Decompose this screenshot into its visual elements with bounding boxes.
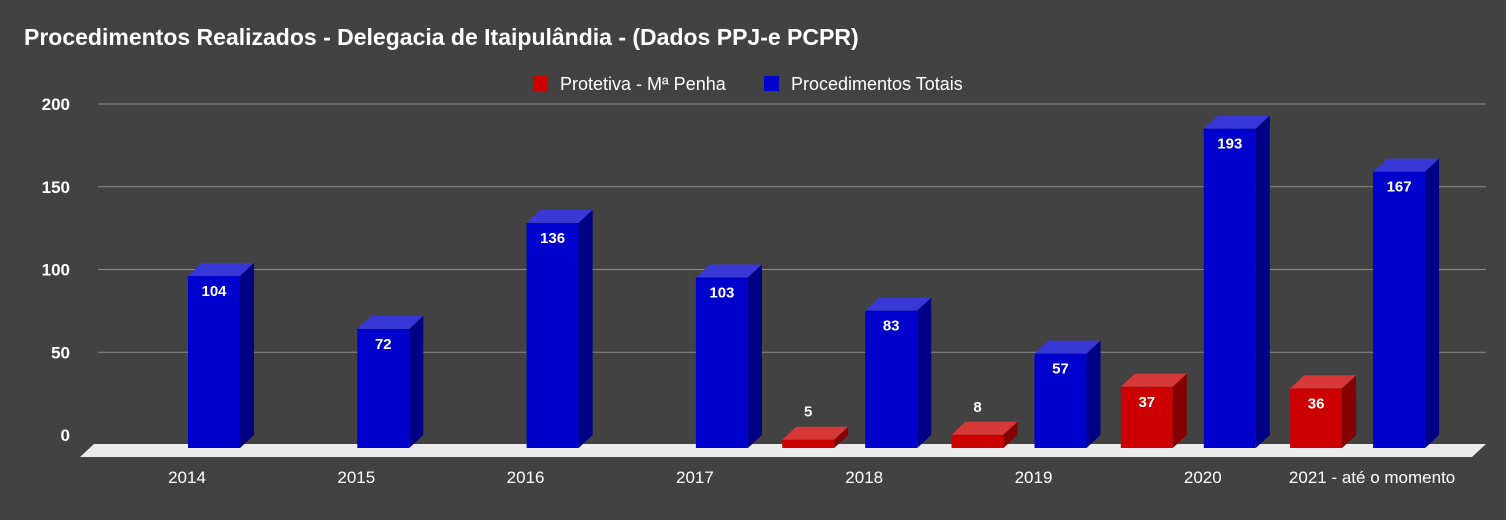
bar-procedimentos-totais-2014: 104 [188, 263, 254, 448]
legend-label-procedimentos-totais: Procedimentos Totais [791, 74, 963, 94]
legend-swatch-procedimentos-totais [764, 76, 779, 91]
bar-front [952, 435, 1004, 448]
bar-side [409, 316, 423, 448]
bar-protetiva-m-penha-2021-ate-o-momento: 36 [1290, 375, 1356, 448]
bar-side [240, 263, 254, 448]
bar-side [1173, 374, 1187, 448]
x-category-label: 2021 - até o momento [1289, 468, 1455, 487]
bar-front [696, 278, 748, 448]
bar-front [188, 276, 240, 448]
bar-protetiva-m-penha-2020: 37 [1121, 374, 1187, 448]
data-label: 36 [1308, 395, 1325, 412]
bar-procedimentos-totais-2018: 83 [865, 298, 931, 448]
data-label: 72 [375, 336, 392, 353]
data-label: 103 [709, 285, 734, 302]
data-label: 136 [540, 230, 565, 247]
bar-procedimentos-totais-2020: 193 [1204, 116, 1270, 448]
legend-label-protetiva-m-penha: Protetiva - Mª Penha [560, 74, 727, 94]
data-label: 8 [973, 399, 981, 416]
legend: Protetiva - Mª Penha Procedimentos Totais [533, 74, 963, 94]
x-category-label: 2016 [507, 468, 545, 487]
bar-side [917, 298, 931, 448]
y-tick-label: 200 [42, 95, 70, 114]
data-label: 57 [1052, 361, 1069, 378]
bar-side [1256, 116, 1270, 448]
x-category-label: 2015 [337, 468, 375, 487]
y-tick-label: 0 [61, 426, 70, 445]
bar-protetiva-m-penha-2018: 5 [782, 404, 848, 448]
bar-procedimentos-totais-2019: 57 [1035, 341, 1101, 448]
y-tick-label: 150 [42, 178, 70, 197]
x-category-label: 2020 [1184, 468, 1222, 487]
bar-side [748, 265, 762, 448]
data-label: 5 [804, 404, 812, 421]
y-tick-label: 100 [42, 261, 70, 280]
bar-front [1204, 129, 1256, 448]
chart-root: Procedimentos Realizados - Delegacia de … [0, 0, 1506, 520]
data-label: 167 [1387, 179, 1412, 196]
bar-side [1425, 159, 1439, 448]
x-category-label: 2014 [168, 468, 206, 487]
legend-swatch-protetiva-m-penha [533, 76, 548, 91]
data-label: 104 [201, 283, 227, 300]
data-label: 83 [883, 318, 900, 335]
bar-protetiva-m-penha-2019: 8 [952, 399, 1018, 448]
bar-front [782, 440, 834, 448]
y-tick-label: 50 [51, 343, 70, 362]
data-label: 193 [1217, 136, 1242, 153]
data-label: 37 [1138, 394, 1155, 411]
bar-procedimentos-totais-2015: 72 [357, 316, 423, 448]
bar-front [1373, 172, 1425, 448]
bar-procedimentos-totais-2016: 136 [527, 210, 593, 448]
bar-side [579, 210, 593, 448]
bar-side [1087, 341, 1101, 448]
x-category-label: 2017 [676, 468, 714, 487]
x-category-label: 2019 [1015, 468, 1053, 487]
bar-chart: 050100150200Protetiva - Mª Penha Procedim… [0, 0, 1506, 520]
bar-procedimentos-totais-2017: 103 [696, 265, 762, 448]
bar-front [527, 223, 579, 448]
bar-procedimentos-totais-2021-ate-o-momento: 167 [1373, 159, 1439, 448]
x-category-label: 2018 [845, 468, 883, 487]
